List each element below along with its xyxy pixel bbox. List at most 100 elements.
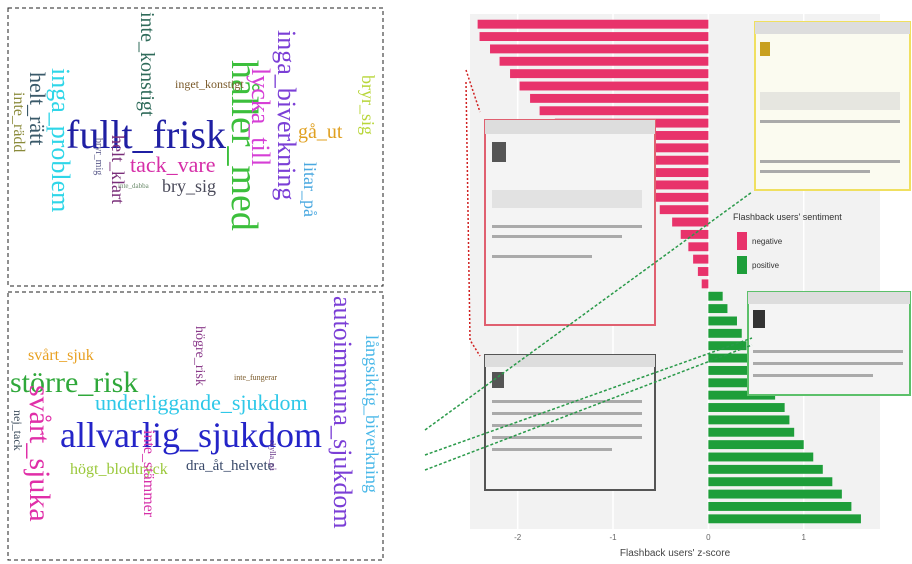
text-line (753, 350, 903, 353)
x-tick-label: -1 (609, 533, 617, 542)
cloud-word: svårt_sjuka (23, 385, 56, 522)
legend: Flashback users' sentiment negative positi… (733, 212, 842, 274)
cloud-word: fullt_frisk (66, 112, 226, 157)
legend-swatch (737, 232, 747, 250)
text-line (492, 235, 622, 238)
bar (708, 464, 823, 474)
bar (701, 279, 709, 289)
text-line (760, 170, 870, 173)
text-line (760, 160, 900, 163)
bar (708, 489, 842, 499)
cloud-word: bryr_mig (93, 138, 104, 175)
bar (708, 415, 790, 425)
bar (519, 81, 709, 91)
cloud-word: inga_problem (46, 68, 75, 212)
text-line (492, 436, 642, 439)
text-line (492, 225, 642, 228)
post-header (485, 120, 655, 134)
screenshot-insets (424, 21, 911, 491)
quote-box (492, 190, 642, 208)
text-line (492, 255, 592, 258)
cloud-word: inte_dabba (118, 182, 150, 190)
cloud-word: inte_stämmer (140, 430, 157, 518)
cloud-word: håller_med (223, 60, 265, 231)
bar (708, 477, 833, 487)
bar (708, 440, 804, 450)
text-line (753, 362, 903, 365)
bar (530, 93, 709, 103)
cloud-word: autoimmuna_sjukdom (328, 296, 357, 529)
avatar (760, 42, 770, 56)
cloud-word: gå_ut (298, 121, 343, 143)
x-axis-label: Flashback users' z-score (620, 548, 731, 559)
legend-swatch (737, 256, 747, 274)
text-line (760, 120, 900, 123)
cloud-word: skylla_på (268, 440, 277, 471)
bar (708, 353, 757, 363)
bar (708, 291, 723, 301)
bar (659, 205, 709, 215)
bar (708, 316, 737, 326)
bar (510, 69, 709, 79)
post-header (485, 355, 655, 367)
cloud-frame (7, 291, 384, 561)
bar (708, 341, 747, 351)
bar (708, 365, 761, 375)
cloud-word: inga_biverkning (272, 30, 301, 200)
bar (708, 514, 861, 524)
cloud-word: dra_åt_helvete (186, 458, 275, 474)
cloud-word: svårt_sjuk (28, 347, 94, 364)
cloud-word: underliggande_sjukdom (95, 390, 308, 415)
bar (708, 452, 814, 462)
cloud-word: inte_rädd (10, 92, 27, 152)
bar (499, 56, 709, 66)
bar (619, 168, 709, 178)
word-cloud: allvarlig_sjukdom större_risk svårt_sjuksv… (10, 296, 382, 529)
bar (688, 242, 709, 252)
cloud-frame (7, 7, 384, 287)
avatar (753, 310, 765, 328)
cloud-word: allvarlig_sjukdom (60, 415, 322, 455)
cloud-word: helt_klart (108, 135, 128, 204)
bar (708, 403, 785, 412)
arrow (424, 191, 753, 471)
cloud-word: bryr_sig (358, 75, 378, 135)
x-tick-label: 1 (801, 533, 806, 542)
text-line (492, 400, 642, 403)
cloud-word: lycka_till (246, 68, 275, 166)
bar (680, 229, 709, 239)
bar (693, 254, 709, 264)
legend-label: negative (752, 237, 783, 246)
cloud-word: högre_risk (192, 326, 207, 386)
text-line (492, 412, 642, 415)
x-tick-label: 0 (706, 533, 711, 542)
cloud-word: större_risk (10, 366, 138, 399)
bar (708, 501, 852, 511)
bar (697, 267, 709, 276)
avatar (492, 142, 506, 162)
cloud-word: inget_konstigt (175, 77, 244, 91)
bar (650, 192, 709, 202)
cloud-word: helt_rätt (25, 72, 50, 145)
cloud-word: inte_konstigt (136, 12, 158, 117)
avatar (492, 372, 504, 388)
post-screenshot (484, 354, 656, 491)
bar (708, 304, 728, 314)
cloud-word: inte_fungerar (234, 373, 277, 382)
bar (708, 390, 776, 400)
bar (639, 180, 709, 190)
arrow (465, 69, 481, 357)
cloud-word: högt_blodtryck (70, 461, 168, 478)
bar (708, 427, 795, 437)
cloud-word: nej_tack (11, 410, 25, 451)
post-header (755, 22, 910, 34)
bar (672, 217, 709, 227)
bar (708, 328, 742, 338)
bar (708, 378, 766, 388)
text-line (492, 424, 642, 427)
bar (539, 106, 709, 116)
post-screenshot (747, 291, 911, 396)
text-line (753, 374, 873, 377)
